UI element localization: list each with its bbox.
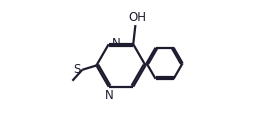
Text: S: S	[73, 63, 81, 76]
Text: N: N	[111, 37, 120, 50]
Text: OH: OH	[129, 11, 147, 24]
Text: N: N	[105, 89, 113, 102]
